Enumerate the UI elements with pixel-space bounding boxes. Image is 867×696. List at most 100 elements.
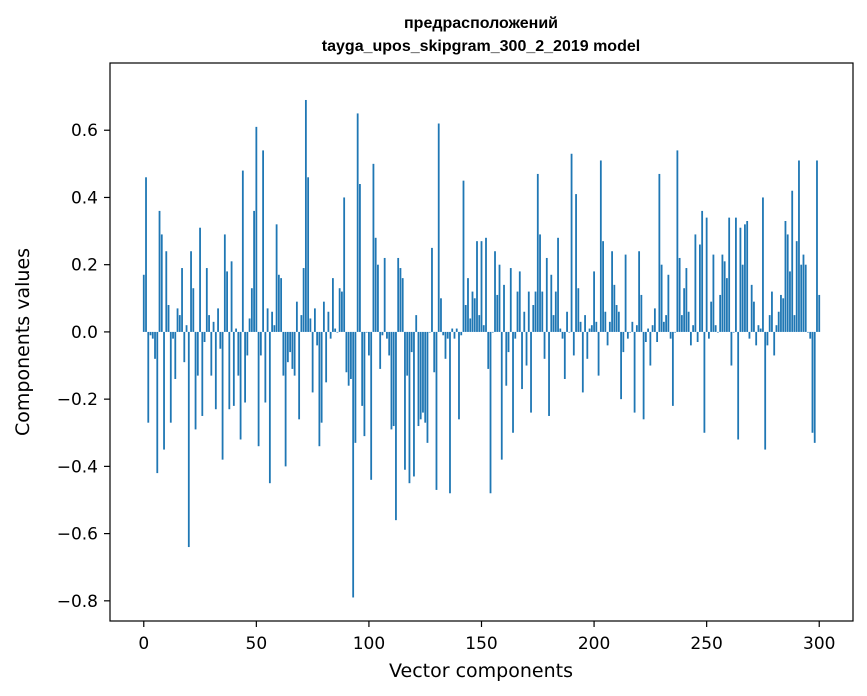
bar-component-116 [404, 331, 406, 470]
bar-component-242 [687, 311, 690, 332]
bar-component-118 [408, 331, 411, 484]
bar-component-223 [644, 331, 647, 342]
bar-component-209 [613, 284, 616, 332]
bar-component-200 [593, 271, 595, 332]
bar-component-41 [235, 328, 237, 332]
bar-component-113 [397, 257, 400, 332]
bar-component-35 [221, 331, 224, 460]
bar-component-281 [775, 325, 778, 332]
bar-component-267 [744, 224, 746, 332]
bar-component-246 [696, 331, 699, 342]
bar-component-283 [780, 294, 782, 332]
bar-component-261 [730, 331, 733, 366]
bar-component-11 [167, 305, 170, 332]
bar-component-78 [318, 331, 321, 447]
bar-component-59 [275, 224, 278, 332]
bar-component-135 [446, 331, 449, 339]
bar-component-57 [271, 311, 274, 332]
bar-component-176 [539, 234, 541, 332]
bar-component-92 [350, 331, 352, 379]
bar-component-48 [250, 288, 253, 332]
bar-component-198 [588, 328, 591, 332]
bar-component-266 [741, 264, 744, 332]
bar-component-263 [735, 217, 737, 332]
bar-component-105 [379, 331, 382, 369]
bar-component-153 [487, 331, 490, 369]
bar-component-179 [545, 257, 548, 332]
bar-component-206 [606, 331, 609, 346]
bar-component-71 [302, 268, 305, 332]
bar-component-47 [248, 318, 251, 332]
bar-component-29 [208, 315, 210, 332]
bar-component-213 [622, 331, 625, 353]
bar-component-61 [280, 278, 283, 332]
bar-component-89 [343, 197, 346, 332]
bar-component-126 [426, 331, 429, 443]
bar-component-27 [203, 331, 206, 342]
bar-component-6 [156, 331, 159, 474]
bar-component-204 [602, 241, 604, 332]
bar-component-128 [431, 247, 433, 332]
bar-component-85 [334, 328, 337, 332]
bar-component-96 [359, 184, 361, 332]
bar-component-38 [228, 331, 231, 410]
bar-component-157 [496, 294, 499, 332]
bar-component-232 [665, 315, 668, 332]
bar-component-228 [656, 331, 659, 342]
bar-component-201 [595, 321, 598, 332]
bar-component-293 [802, 254, 805, 332]
bar-component-142 [462, 180, 465, 332]
bar-component-294 [804, 264, 807, 332]
bar-component-162 [507, 331, 510, 353]
bar-component-65 [289, 331, 292, 353]
bar-component-73 [307, 177, 310, 332]
bar-component-225 [649, 331, 652, 366]
x-tick-label: 300 [803, 634, 835, 654]
bar-component-278 [768, 315, 771, 332]
bar-component-98 [363, 331, 366, 437]
y-tick-label: 0.4 [71, 188, 98, 208]
bar-component-181 [550, 274, 553, 332]
x-tick-label: 0 [138, 634, 149, 654]
bar-component-165 [514, 331, 517, 339]
y-tick-label: −0.4 [57, 457, 98, 477]
bar-component-163 [509, 268, 512, 332]
x-tick-label: 200 [578, 634, 610, 654]
bar-component-140 [458, 331, 460, 420]
bar-component-107 [383, 257, 386, 332]
bar-component-95 [356, 113, 359, 332]
plot-frame [109, 62, 854, 622]
y-axis-label: Components values [12, 248, 34, 436]
bar-component-215 [626, 331, 629, 339]
bar-component-259 [726, 278, 728, 332]
bar-component-275 [762, 197, 764, 332]
bar-component-238 [678, 257, 681, 332]
bar-component-159 [500, 331, 503, 460]
bar-component-244 [692, 325, 695, 332]
bar-component-51 [257, 331, 260, 447]
bar-component-221 [640, 294, 643, 332]
bar-component-264 [737, 331, 740, 440]
x-tick-label: 250 [690, 634, 722, 654]
bar-component-287 [789, 271, 791, 332]
bar-component-180 [548, 331, 550, 416]
bar-component-108 [386, 331, 388, 339]
bar-component-194 [579, 321, 582, 332]
bar-component-182 [552, 315, 555, 332]
bar-component-49 [253, 210, 255, 332]
bar-component-97 [361, 331, 364, 406]
bar-component-114 [399, 268, 402, 332]
bar-component-241 [685, 268, 688, 332]
bar-component-290 [795, 241, 798, 332]
bar-component-147 [473, 298, 476, 332]
bar-component-102 [372, 163, 375, 332]
bar-component-77 [316, 331, 319, 346]
bar-component-127 [428, 331, 431, 333]
x-tick-label: 100 [353, 634, 385, 654]
bar-component-173 [532, 305, 535, 332]
bar-component-0 [142, 274, 145, 332]
bar-component-203 [599, 160, 602, 332]
bar-component-257 [721, 254, 724, 332]
bar-component-170 [525, 331, 528, 366]
bar-component-256 [719, 294, 722, 332]
